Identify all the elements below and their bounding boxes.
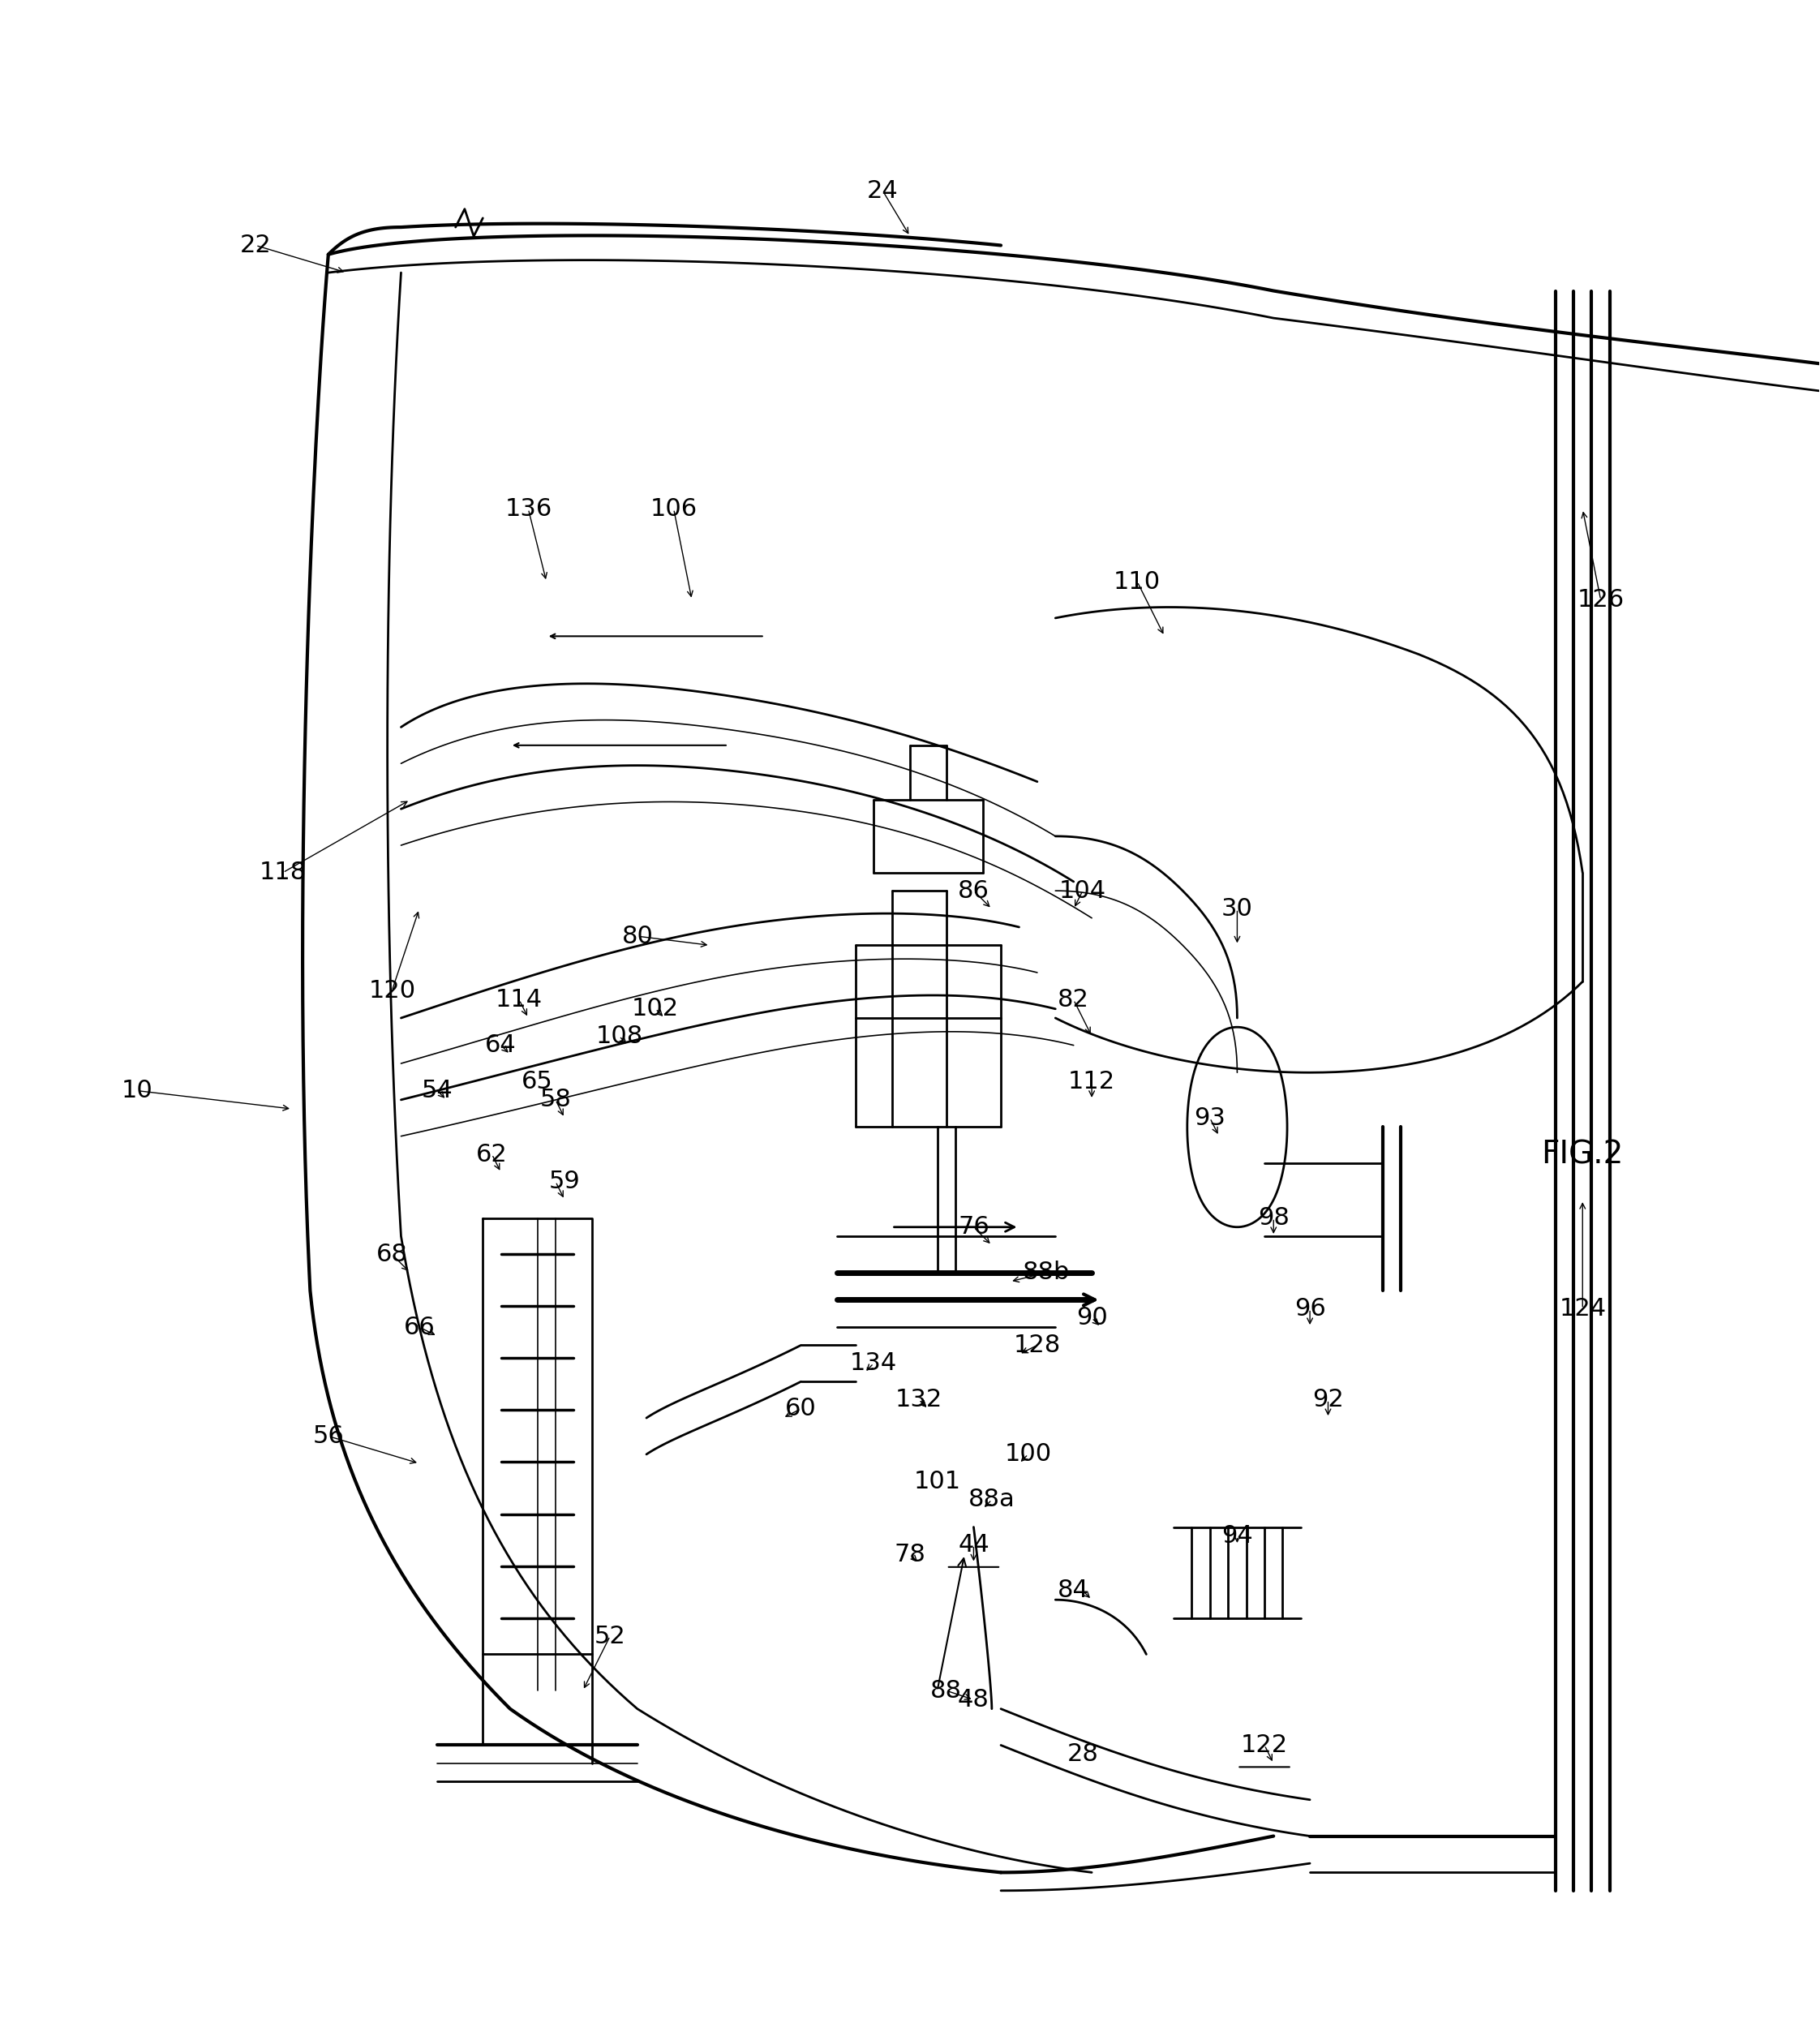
Text: 28: 28 <box>1067 1743 1099 1765</box>
Text: 44: 44 <box>957 1533 990 1558</box>
Text: 88b: 88b <box>1023 1260 1070 1285</box>
Text: 59: 59 <box>550 1171 581 1193</box>
Text: 120: 120 <box>368 979 415 1002</box>
Text: 106: 106 <box>650 497 697 521</box>
Text: 134: 134 <box>850 1352 897 1374</box>
Text: 88: 88 <box>930 1680 963 1702</box>
Text: 108: 108 <box>595 1024 642 1049</box>
Text: 88a: 88a <box>968 1488 1016 1511</box>
Text: 126: 126 <box>1578 588 1623 611</box>
Text: 93: 93 <box>1194 1106 1225 1130</box>
Text: 90: 90 <box>1076 1307 1108 1330</box>
Text: 84: 84 <box>1057 1578 1090 1602</box>
Text: 101: 101 <box>914 1470 961 1492</box>
Text: 98: 98 <box>1258 1205 1289 1230</box>
Text: 22: 22 <box>240 234 271 257</box>
Text: 62: 62 <box>477 1142 508 1167</box>
Text: 60: 60 <box>784 1397 817 1421</box>
Text: 124: 124 <box>1560 1297 1605 1321</box>
Text: 114: 114 <box>495 987 542 1012</box>
Text: 82: 82 <box>1057 987 1090 1012</box>
Text: 102: 102 <box>632 998 679 1020</box>
Text: 100: 100 <box>1005 1444 1052 1466</box>
Text: 65: 65 <box>522 1069 553 1093</box>
Text: 94: 94 <box>1221 1525 1252 1547</box>
Text: 86: 86 <box>957 880 990 902</box>
Text: 92: 92 <box>1312 1389 1343 1411</box>
Text: 80: 80 <box>622 924 653 949</box>
Text: 110: 110 <box>1114 570 1161 592</box>
Text: 76: 76 <box>957 1215 990 1238</box>
Text: 132: 132 <box>895 1389 943 1411</box>
Text: 52: 52 <box>595 1625 626 1647</box>
Text: 78: 78 <box>894 1543 926 1566</box>
Text: 118: 118 <box>258 861 306 884</box>
Text: 128: 128 <box>1014 1334 1061 1358</box>
Text: 54: 54 <box>422 1079 453 1101</box>
Text: 122: 122 <box>1241 1733 1289 1757</box>
Text: 104: 104 <box>1059 880 1107 902</box>
Text: 48: 48 <box>957 1688 990 1712</box>
Text: 30: 30 <box>1221 898 1252 920</box>
Text: 68: 68 <box>377 1242 408 1266</box>
Text: FIG.2: FIG.2 <box>1542 1138 1623 1171</box>
Text: 66: 66 <box>404 1315 435 1340</box>
Text: 10: 10 <box>122 1079 153 1101</box>
Text: 112: 112 <box>1068 1069 1116 1093</box>
Text: 24: 24 <box>866 179 899 202</box>
Text: 58: 58 <box>541 1087 571 1112</box>
Text: 64: 64 <box>486 1034 517 1057</box>
Text: 56: 56 <box>313 1425 344 1448</box>
Text: 96: 96 <box>1294 1297 1325 1321</box>
Text: 136: 136 <box>504 497 551 521</box>
